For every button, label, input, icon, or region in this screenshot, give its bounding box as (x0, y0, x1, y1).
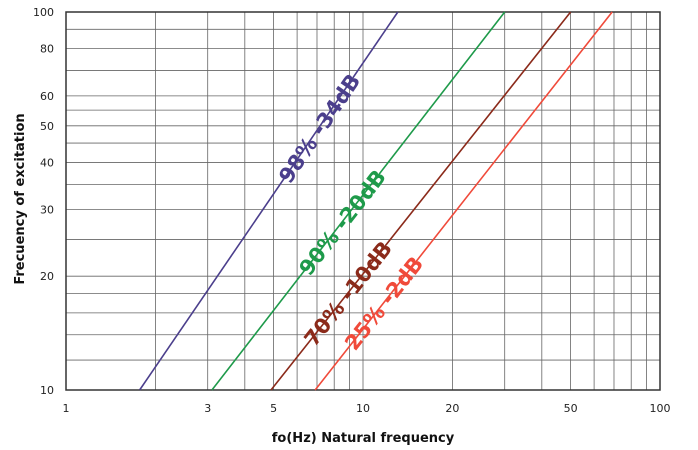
y-axis-title: Frecuency of excitation (13, 113, 28, 284)
y-tick-label: 50 (40, 120, 54, 133)
y-tick-label: 80 (40, 43, 54, 56)
plot-frame (65, 11, 661, 391)
y-tick-label: 60 (40, 90, 54, 103)
series-line-1 (138, 11, 399, 391)
x-axis-title: fo(Hz) Natural frequency (272, 431, 455, 446)
y-tick-label: 20 (40, 270, 54, 283)
series-label-1: 98% -34dB (274, 70, 365, 188)
y-tick-label: 100 (33, 6, 54, 19)
x-tick-labels: 1 3 5 10 20 50 100 (63, 402, 671, 415)
x-tick-label: 50 (564, 402, 578, 415)
y-tick-label: 10 (40, 384, 54, 397)
x-tick-label: 3 (204, 402, 211, 415)
y-tick-label: 30 (40, 204, 54, 217)
x-tick-label: 1 (63, 402, 70, 415)
x-tick-label: 5 (270, 402, 277, 415)
series-line-2 (211, 11, 506, 391)
y-tick-label: 40 (40, 156, 54, 169)
x-tick-label: 20 (445, 402, 459, 415)
x-tick-label: 10 (356, 402, 370, 415)
grid (65, 11, 661, 391)
series-line-4 (314, 11, 613, 391)
series-lines (138, 11, 613, 391)
y-tick-labels: 10 20 30 40 50 60 80 100 (33, 6, 54, 397)
x-tick-label: 100 (650, 402, 671, 415)
series-line-3 (270, 11, 572, 391)
